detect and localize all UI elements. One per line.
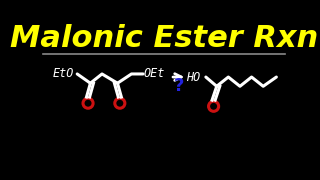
Text: OEt: OEt — [144, 68, 165, 80]
Text: Malonic Ester Rxn: Malonic Ester Rxn — [10, 24, 318, 53]
Text: HO: HO — [186, 71, 201, 84]
Text: EtO: EtO — [52, 68, 74, 80]
Text: ?: ? — [173, 77, 184, 95]
